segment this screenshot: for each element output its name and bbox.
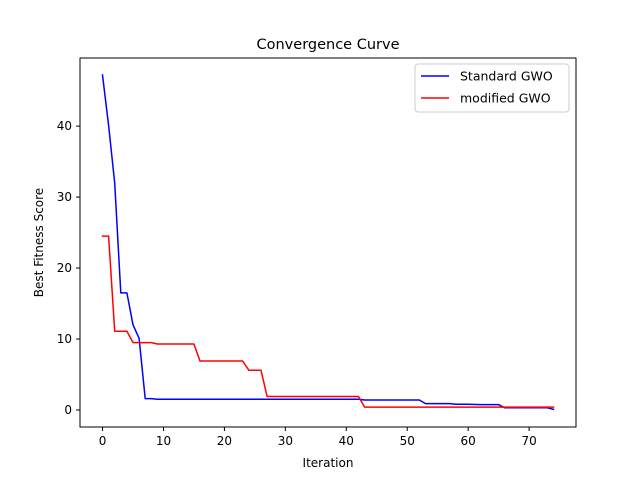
chart-title: Convergence Curve — [257, 37, 400, 53]
legend: Standard GWO modified GWO — [414, 63, 570, 113]
x-tick-label: 70 — [521, 434, 536, 448]
legend-box — [414, 63, 570, 113]
legend-label-1: Standard GWO — [460, 69, 553, 84]
plot-area — [80, 58, 576, 427]
x-axis-ticks: 0 10 20 30 40 50 60 70 — [99, 427, 537, 448]
y-axis-title: Best Fitness Score — [32, 188, 46, 297]
x-tick-label: 0 — [99, 434, 107, 448]
y-tick-label: 30 — [57, 190, 72, 204]
x-tick-label: 50 — [400, 434, 415, 448]
x-tick-label: 30 — [278, 434, 293, 448]
x-axis-title: Iteration — [303, 456, 354, 470]
series-line-1 — [101, 74, 555, 411]
x-tick-label: 20 — [217, 434, 232, 448]
y-tick-label: 20 — [57, 261, 72, 275]
y-axis-ticks: 0 10 20 30 40 — [57, 119, 80, 417]
y-tick-label: 10 — [57, 332, 72, 346]
y-tick-label: 0 — [64, 403, 72, 417]
x-tick-label: 10 — [156, 434, 171, 448]
plot-frame — [79, 57, 577, 428]
series-lines — [101, 74, 555, 411]
series-line-2 — [101, 235, 555, 408]
legend-label-2: modified GWO — [460, 91, 551, 106]
x-tick-label: 60 — [461, 434, 476, 448]
y-tick-label: 40 — [57, 119, 72, 133]
x-tick-label: 40 — [339, 434, 354, 448]
